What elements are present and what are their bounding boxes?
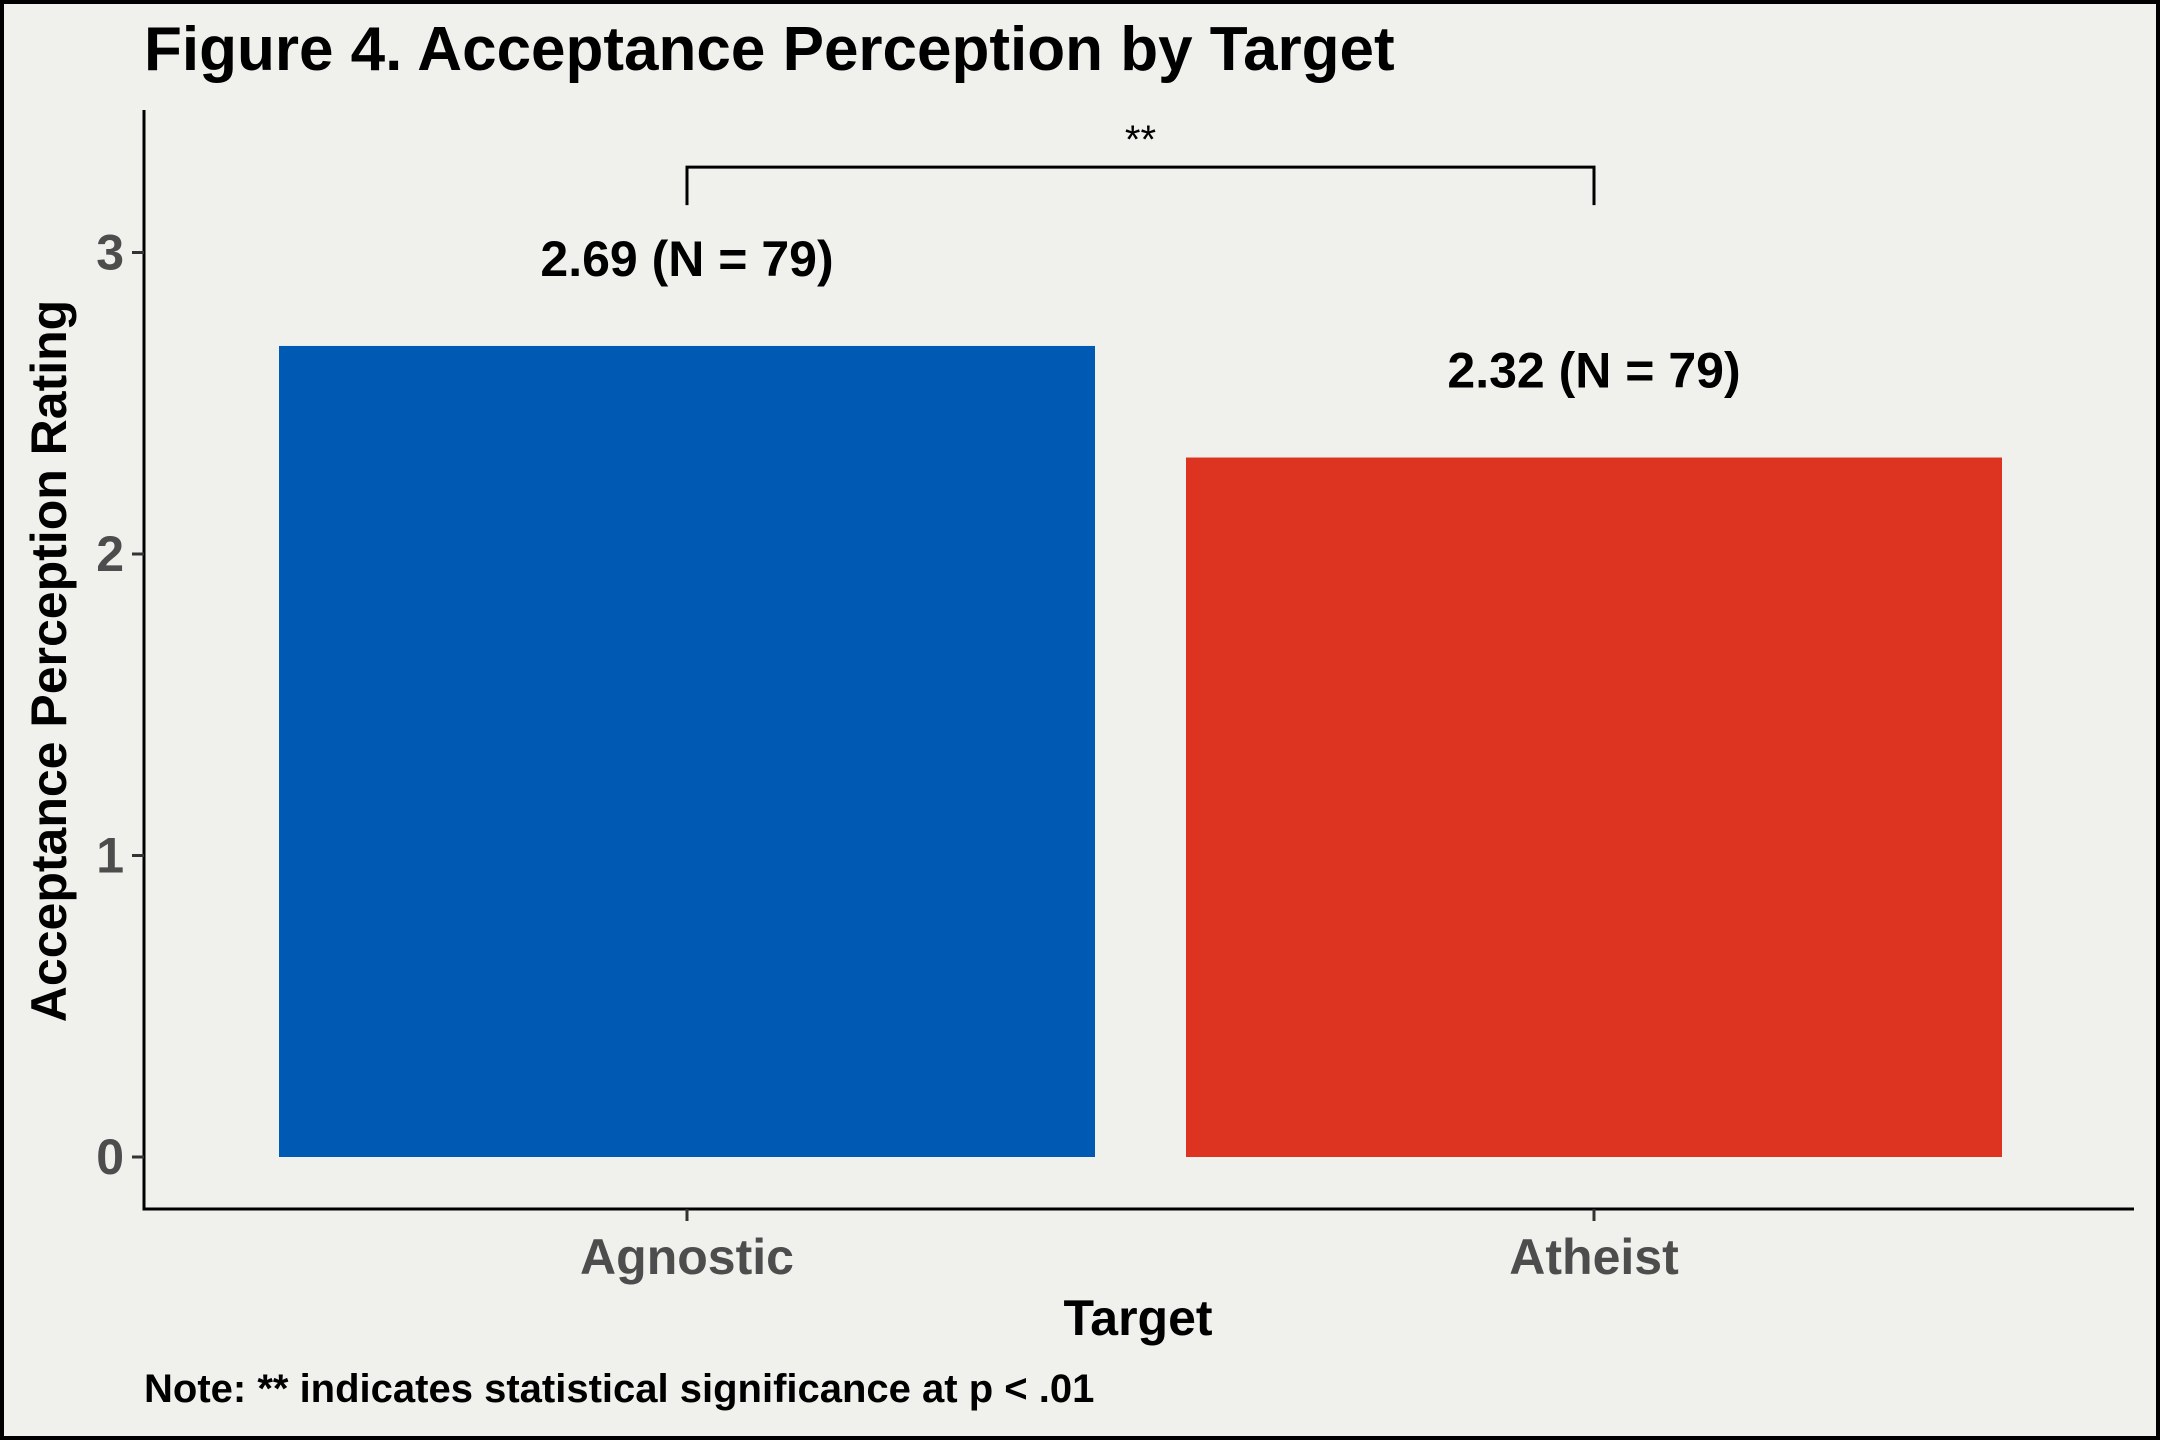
y-tick-label: 0 (96, 1129, 124, 1185)
bar-agnostic (279, 345, 1095, 1158)
chart-title: Figure 4. Acceptance Perception by Targe… (144, 15, 1395, 84)
bar-atheist (1186, 457, 2002, 1157)
bar-chart: Figure 4. Acceptance Perception by Targe… (21, 15, 2134, 1411)
figure-frame: Figure 4. Acceptance Perception by Targe… (4, 4, 2156, 1436)
x-axis-label: Target (1063, 1290, 1212, 1346)
data-label-agnostic: 2.69 (N = 79) (540, 231, 833, 287)
y-axis-label: Acceptance Perception Rating (21, 300, 77, 1022)
plot-area: 2.69 (N = 79) 2.32 (N = 79) 0 1 2 3 Agnostic At… (96, 110, 2134, 1285)
significance-label: ** (1125, 118, 1156, 162)
y-tick-label: 2 (96, 526, 124, 582)
data-label-atheist: 2.32 (N = 79) (1447, 343, 1740, 399)
x-tick-label-atheist: Atheist (1509, 1229, 1679, 1285)
x-tick-label-agnostic: Agnostic (580, 1229, 794, 1285)
significance-bracket (685, 165, 1596, 206)
y-tick-label: 3 (96, 225, 124, 281)
y-tick-label: 1 (96, 828, 124, 884)
chart-note: Note: ** indicates statistical significa… (144, 1367, 1094, 1411)
